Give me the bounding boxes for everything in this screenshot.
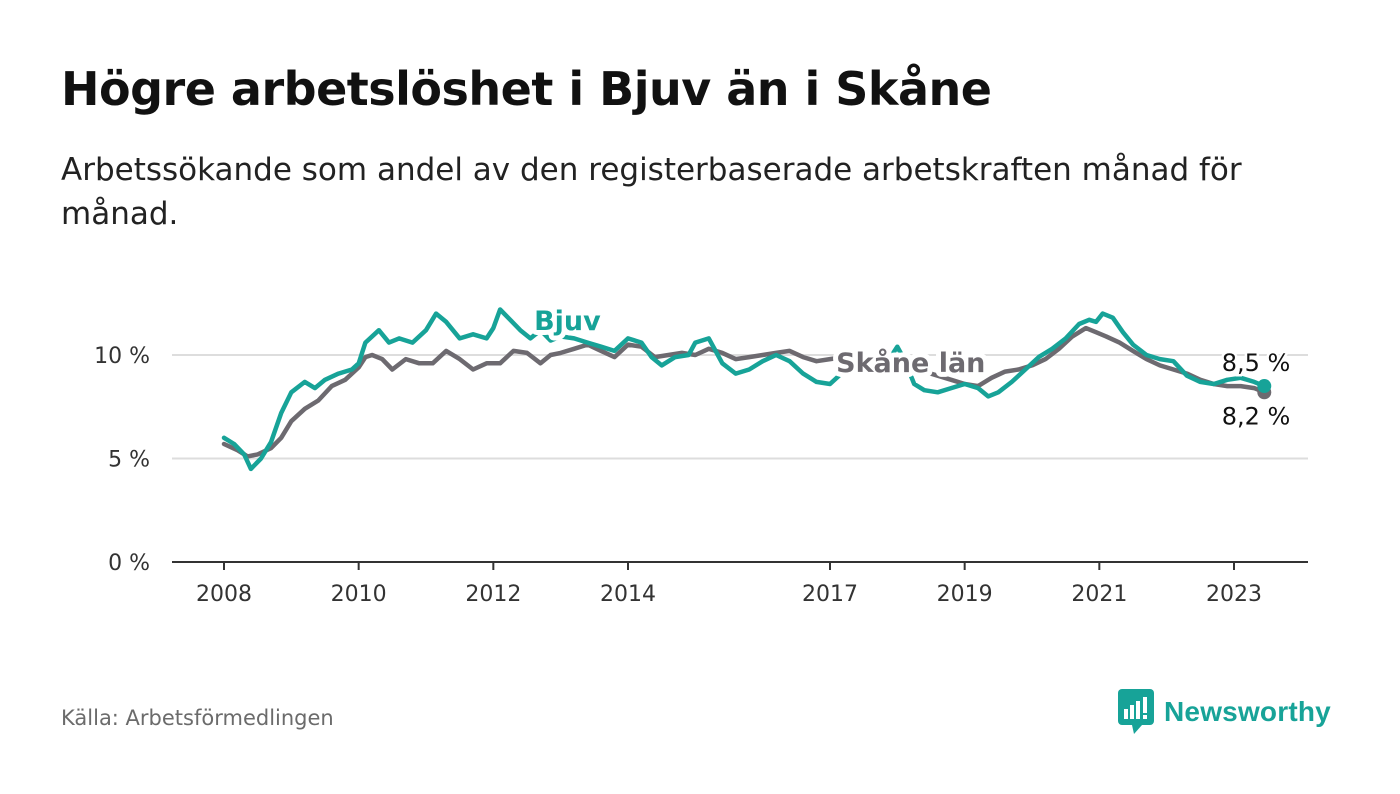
x-tick-label: 2017 [802, 582, 858, 607]
series-label-skane: Skåne län [836, 347, 985, 379]
x-tick-label: 2019 [937, 582, 993, 607]
newsworthy-logo-icon [1118, 689, 1154, 734]
x-tick-label: 2021 [1071, 582, 1127, 607]
y-tick-label: 10 % [94, 344, 150, 369]
series-line-bjuv [221, 307, 1267, 472]
source-note: Källa: Arbetsförmedlingen [61, 706, 334, 730]
end-point-bjuv [1257, 379, 1272, 394]
x-tick-label: 2010 [331, 582, 387, 607]
brand-logo: Newsworthy [1118, 688, 1331, 736]
end-value-label-skane: 8,2 % [1222, 402, 1291, 430]
end-value-label-bjuv: 8,5 % [1222, 349, 1291, 377]
chart-subtitle: Arbetssökande som andel av den registerb… [61, 152, 1242, 232]
series-labels: 8,5 % 8,2 % Bjuv Skåne län [529, 301, 1293, 433]
gridlines [172, 354, 1308, 563]
x-tick-label: 2008 [196, 582, 252, 607]
y-tick-label: 5 % [108, 448, 150, 473]
axis-ticks: 0 % 5 % 10 % 2008 2010 2012 2014 2017 2019 2021 20… [94, 344, 1262, 607]
series-lines [221, 307, 1272, 472]
x-tick-label: 2023 [1206, 582, 1262, 607]
x-tick-label: 2012 [465, 582, 521, 607]
x-tick-label: 2014 [600, 582, 656, 607]
y-tick-label: 0 % [108, 551, 150, 576]
chart-title: Högre arbetslöshet i Bjuv än i Skåne [61, 62, 992, 116]
series-line-sk-ne-l-n [221, 325, 1267, 459]
series-label-bjuv: Bjuv [534, 306, 601, 337]
brand-name: Newsworthy [1164, 696, 1331, 727]
